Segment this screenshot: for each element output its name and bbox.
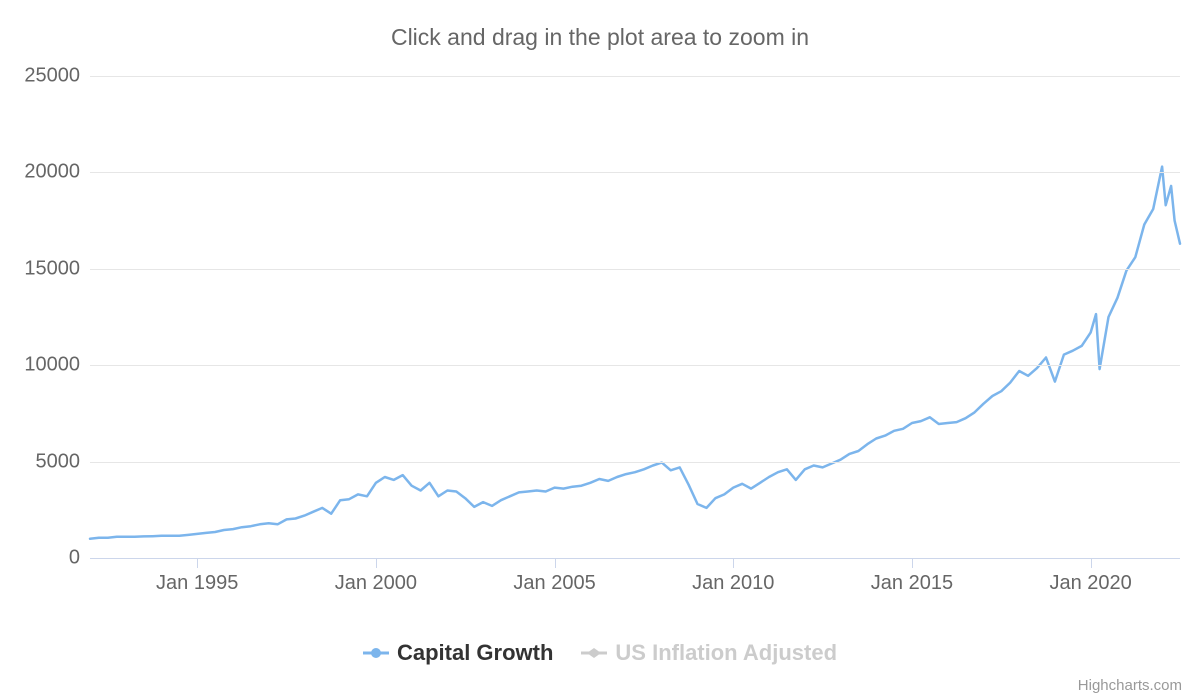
chart-subtitle: Click and drag in the plot area to zoom … [0, 24, 1200, 51]
plot-area[interactable]: 0500010000150002000025000Jan 1995Jan 200… [90, 76, 1180, 558]
y-gridline [90, 462, 1180, 463]
series-line [90, 167, 1180, 539]
y-axis-label: 20000 [24, 161, 80, 184]
y-axis-label: 25000 [24, 65, 80, 88]
chart-container: Click and drag in the plot area to zoom … [0, 0, 1200, 700]
legend-label: US Inflation Adjusted [615, 640, 837, 666]
y-axis-label: 15000 [24, 257, 80, 280]
legend-label: Capital Growth [397, 640, 553, 666]
x-axis-label: Jan 1995 [156, 572, 238, 595]
y-gridline [90, 76, 1180, 77]
legend-item[interactable]: US Inflation Adjusted [581, 640, 837, 666]
y-axis-label: 0 [69, 547, 80, 570]
x-axis-line [90, 558, 1180, 559]
legend-item[interactable]: Capital Growth [363, 640, 553, 666]
y-axis-label: 5000 [36, 450, 81, 473]
x-tick [1091, 558, 1092, 568]
y-axis-label: 10000 [24, 354, 80, 377]
x-axis-label: Jan 2015 [871, 572, 953, 595]
x-tick [197, 558, 198, 568]
x-tick [733, 558, 734, 568]
x-tick [376, 558, 377, 568]
x-axis-label: Jan 2010 [692, 572, 774, 595]
x-axis-label: Jan 2000 [335, 572, 417, 595]
circle-icon [363, 644, 389, 662]
y-gridline [90, 269, 1180, 270]
y-gridline [90, 172, 1180, 173]
legend: Capital Growth US Inflation Adjusted [0, 640, 1200, 668]
x-tick [555, 558, 556, 568]
series-layer [90, 76, 1180, 558]
x-tick [912, 558, 913, 568]
x-axis-label: Jan 2020 [1049, 572, 1131, 595]
credits-link[interactable]: Highcharts.com [1078, 677, 1182, 694]
diamond-icon [581, 644, 607, 662]
y-gridline [90, 365, 1180, 366]
x-axis-label: Jan 2005 [513, 572, 595, 595]
